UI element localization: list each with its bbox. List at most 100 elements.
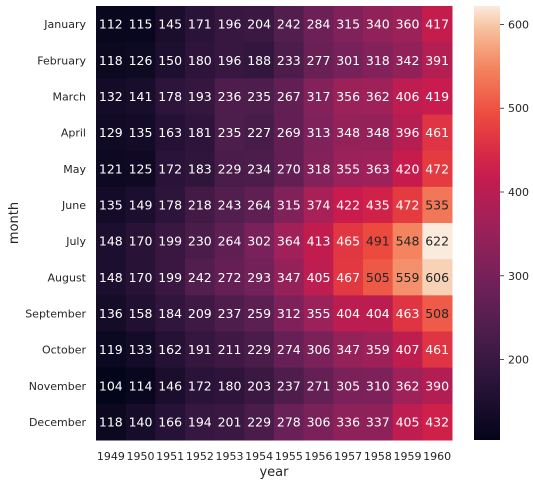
heatmap-cell (185, 331, 216, 369)
heatmap-cell (333, 331, 364, 369)
heatmap-cell (125, 78, 156, 115)
cell-value-label: 235 (218, 125, 242, 140)
cell-value-label: 237 (218, 306, 242, 321)
colorbar-tick-label: 500 (508, 102, 529, 115)
cell-value-label: 406 (396, 89, 420, 104)
cell-value-label: 535 (425, 197, 449, 212)
cell-value-label: 172 (158, 161, 182, 176)
heatmap-cell (244, 114, 275, 152)
cell-value-label: 267 (277, 89, 301, 104)
cell-value-label: 396 (396, 125, 420, 140)
heatmap-cell (214, 367, 245, 405)
heatmap-cell (214, 331, 245, 369)
heatmap-cell (155, 367, 186, 405)
heatmap-cell (274, 6, 305, 43)
y-tick-label: October (42, 344, 86, 357)
x-tick-label: 1957 (334, 450, 362, 463)
heatmap-cell (155, 150, 186, 188)
cell-value-label: 461 (425, 125, 449, 140)
cell-value-label: 317 (307, 89, 331, 104)
cell-value-label: 209 (188, 306, 212, 321)
heatmap-cell (125, 223, 156, 260)
cell-value-label: 360 (396, 17, 420, 32)
heatmap-cell (155, 6, 186, 43)
cell-value-label: 606 (425, 270, 449, 285)
heatmap-cell (214, 295, 245, 332)
cell-value-label: 467 (336, 270, 360, 285)
cell-value-label: 472 (396, 197, 420, 212)
cell-value-label: 348 (336, 125, 360, 140)
cell-value-label: 235 (247, 89, 271, 104)
x-tick-label: 1949 (97, 450, 125, 463)
cell-value-label: 199 (158, 234, 182, 249)
heatmap-cell (392, 78, 423, 115)
cell-value-label: 148 (99, 234, 123, 249)
cell-value-label: 227 (247, 125, 271, 140)
cell-value-label: 465 (336, 234, 360, 249)
cell-value-label: 355 (307, 306, 331, 321)
cell-value-label: 342 (396, 53, 420, 68)
heatmap-cell (333, 150, 364, 188)
cell-value-label: 158 (129, 306, 153, 321)
heatmap-cell (214, 403, 245, 441)
heatmap-cell (244, 331, 275, 369)
cell-value-label: 196 (218, 53, 242, 68)
x-tick-label: 1953 (216, 450, 244, 463)
heatmap-cell (333, 403, 364, 441)
heatmap-cell (274, 186, 305, 224)
cell-value-label: 141 (129, 89, 153, 104)
heatmap-cell (155, 259, 186, 296)
x-tick-labels: 1949 1950 1951 1952 1953 1954 1955 1956 1957 1958… (97, 450, 451, 463)
cell-value-label: 302 (247, 234, 271, 249)
heatmap-cell (274, 114, 305, 152)
x-axis-label: year (259, 465, 289, 480)
cell-value-label: 203 (247, 378, 271, 393)
heatmap-cell (96, 78, 127, 115)
heatmap-cell (155, 295, 186, 332)
cell-value-label: 278 (277, 414, 301, 429)
heatmap-cell (422, 6, 453, 43)
heatmap-cell (363, 223, 394, 260)
cell-value-label: 115 (129, 17, 153, 32)
heatmap-cell (274, 331, 305, 369)
x-tick-label: 1958 (364, 450, 392, 463)
heatmap-cell (96, 223, 127, 260)
x-tick-label: 1950 (127, 450, 155, 463)
cell-value-label: 315 (336, 17, 360, 32)
cell-value-label: 432 (425, 414, 449, 429)
cell-value-label: 306 (307, 342, 331, 357)
colorbar-ticks: 200 300 400 500 600 (500, 18, 529, 367)
heatmap-cell (155, 186, 186, 224)
heatmap-cell (274, 403, 305, 441)
cell-value-label: 340 (366, 17, 390, 32)
cell-value-label: 505 (366, 270, 390, 285)
cell-value-label: 148 (99, 270, 123, 285)
heatmap-cell (363, 259, 394, 296)
heatmap-cell (303, 331, 334, 369)
heatmap-cell (422, 331, 453, 369)
heatmap-cell (392, 186, 423, 224)
heatmap-cell (185, 6, 216, 43)
heatmap-cell (274, 150, 305, 188)
cell-value-label: 172 (188, 378, 212, 393)
cell-value-label: 121 (99, 161, 123, 176)
heatmap-cell (155, 223, 186, 260)
heatmap-cell (185, 259, 216, 296)
cell-value-label: 233 (277, 53, 301, 68)
heatmap-cell (155, 42, 186, 79)
cell-value-label: 183 (188, 161, 212, 176)
cell-value-label: 133 (129, 342, 153, 357)
y-tick-label: April (61, 127, 86, 140)
heatmap-cell (244, 78, 275, 115)
cell-value-label: 194 (188, 414, 212, 429)
y-tick-label: February (37, 54, 86, 67)
heatmap-cell (96, 186, 127, 224)
heatmap-cell (333, 78, 364, 115)
heatmap-cell (125, 403, 156, 441)
cell-value-label: 461 (425, 342, 449, 357)
heatmap-cell (214, 186, 245, 224)
cell-value-label: 277 (307, 53, 331, 68)
heatmap-cell (155, 78, 186, 115)
cell-value-label: 181 (188, 125, 212, 140)
heatmap-cell (244, 186, 275, 224)
